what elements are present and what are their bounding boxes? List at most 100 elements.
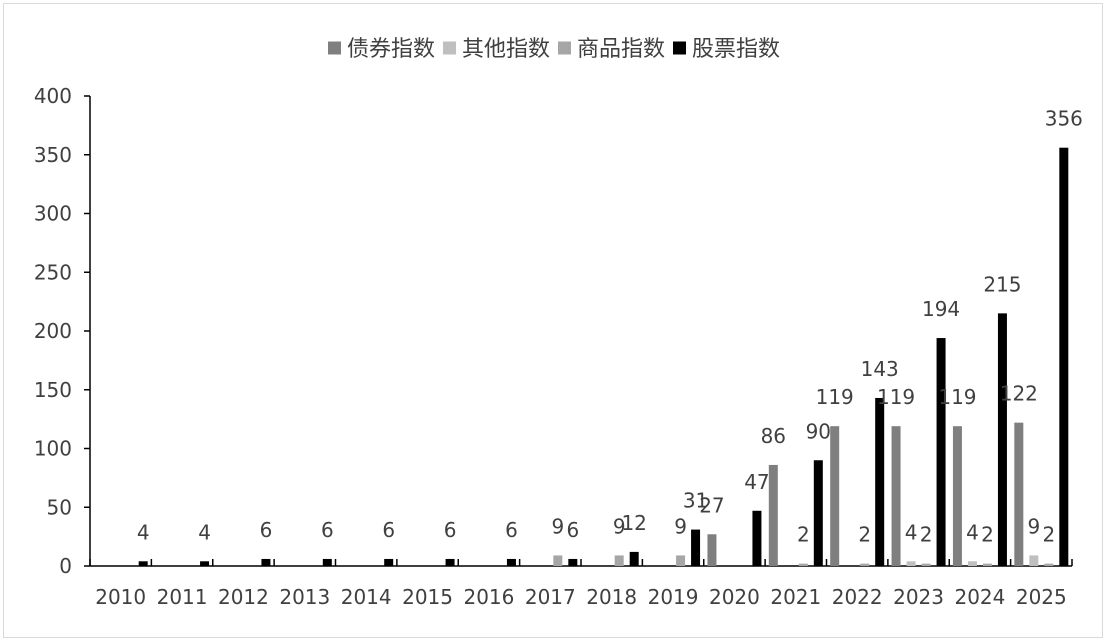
legend-4-label: 股票指数 <box>692 37 780 62</box>
y-tick-label: 150 <box>34 378 72 402</box>
data-label-s1-2024: 119 <box>938 385 976 409</box>
x-tick-label: 2025 <box>1016 585 1067 609</box>
x-tick-label: 2018 <box>586 585 637 609</box>
bar-s3-2017 <box>553 555 563 566</box>
data-label-s3-2019: 9 <box>674 514 687 538</box>
x-tick-label: 2022 <box>832 585 883 609</box>
bar-s4-2013 <box>322 558 332 566</box>
bar-s1-2020 <box>707 534 717 566</box>
data-label-s3-2022: 2 <box>858 523 871 547</box>
bar-s3-2023 <box>921 563 931 566</box>
data-label-s2-2025: 9 <box>1027 514 1040 538</box>
data-label-s4-2017: 6 <box>566 518 579 542</box>
bar-s1-2024 <box>952 426 962 566</box>
bar-s3-2022 <box>860 563 870 566</box>
y-tick-label: 0 <box>59 554 72 578</box>
bar-s4-2014 <box>384 558 394 566</box>
bar-s3-2021 <box>798 563 808 566</box>
chart-frame <box>3 3 1103 638</box>
bar-s4-2011 <box>200 561 210 566</box>
data-label-s4-2018: 12 <box>621 511 646 535</box>
y-axis: 0 50 100 150 200 250 300 350 400 <box>34 84 91 578</box>
data-label-s4-2020: 47 <box>744 470 769 494</box>
data-label-s3-2023: 2 <box>920 523 933 547</box>
bar-s3-2019 <box>676 555 686 566</box>
x-tick-label: 2016 <box>463 585 514 609</box>
data-label-s4-2015: 6 <box>444 518 457 542</box>
data-label-s4-2024: 215 <box>983 272 1021 296</box>
x-tick-label: 2023 <box>893 585 944 609</box>
data-label-s4-2010: 4 <box>137 520 150 544</box>
bar-s4-2023 <box>936 338 946 566</box>
bar-s4-2017 <box>568 558 578 566</box>
data-label-s4-2021: 90 <box>806 419 831 443</box>
bar-s4-2025 <box>1059 147 1069 566</box>
y-tick-label: 50 <box>47 495 72 519</box>
data-label-s1-2023: 119 <box>877 385 915 409</box>
bar-s4-2020 <box>752 510 762 566</box>
bar-s1-2022 <box>830 426 840 566</box>
legend-3-swatch <box>558 41 571 55</box>
legend-3-label: 商品指数 <box>577 37 665 62</box>
bar-s2-2025 <box>1029 555 1039 566</box>
bar-s4-2022 <box>875 397 885 566</box>
legend-2-label: 其他指数 <box>462 37 550 62</box>
x-tick-label: 2011 <box>157 585 208 609</box>
legend: 债券指数 其他指数 商品指数 股票指数 <box>328 37 780 62</box>
data-label-s1-2020: 27 <box>699 493 724 517</box>
bar-s2-2023 <box>906 561 916 566</box>
data-label-s4-2023: 194 <box>922 297 960 321</box>
y-tick-label: 200 <box>34 319 72 343</box>
x-tick-label: 2012 <box>218 585 269 609</box>
y-tick-label: 250 <box>34 260 72 284</box>
x-tick-label: 2020 <box>709 585 760 609</box>
bar-s1-2023 <box>891 426 901 566</box>
bar-s4-2019 <box>691 529 701 566</box>
data-label-s4-2019: 31 <box>683 489 708 513</box>
x-tick-label: 2017 <box>525 585 576 609</box>
data-label-s2-2023: 4 <box>905 520 918 544</box>
x-tick-label: 2024 <box>954 585 1005 609</box>
data-label-s4-2025: 356 <box>1045 107 1083 131</box>
x-tick-label: 2014 <box>341 585 392 609</box>
x-tick-label: 2015 <box>402 585 453 609</box>
data-label-s1-2021: 86 <box>761 424 786 448</box>
y-tick-label: 300 <box>34 202 72 226</box>
bars <box>138 147 1069 566</box>
x-tick-label: 2021 <box>770 585 821 609</box>
data-label-s1-2025: 122 <box>1000 382 1038 406</box>
data-label-s4-2011: 4 <box>198 520 211 544</box>
legend-2-swatch <box>443 41 456 55</box>
bar-s3-2018 <box>614 555 624 566</box>
bar-s4-2010 <box>138 561 148 566</box>
bar-s1-2025 <box>1014 422 1024 566</box>
data-label-s3-2024: 2 <box>981 523 994 547</box>
bar-s2-2024 <box>967 561 977 566</box>
x-axis: 2010 2011 2012 2013 2014 2015 2016 2017 2018 2019… <box>89 559 1073 609</box>
data-label-s4-2022: 143 <box>861 357 899 381</box>
bar-s4-2018 <box>629 551 639 566</box>
data-label-s3-2018: 9 <box>613 514 626 538</box>
data-label-s4-2016: 6 <box>505 518 518 542</box>
legend-4-swatch <box>673 41 686 55</box>
bar-s3-2025 <box>1044 563 1054 566</box>
data-label-s4-2013: 6 <box>321 518 334 542</box>
y-tick-label: 100 <box>34 437 72 461</box>
bar-s4-2015 <box>445 558 455 566</box>
bar-s4-2021 <box>813 460 823 566</box>
bar-s4-2012 <box>261 558 271 566</box>
bar-s4-2024 <box>997 313 1007 566</box>
data-label-s3-2025: 2 <box>1042 523 1055 547</box>
y-tick-label: 350 <box>34 143 72 167</box>
bar-s3-2024 <box>982 563 992 566</box>
x-tick-label: 2010 <box>95 585 146 609</box>
x-tick-label: 2013 <box>279 585 330 609</box>
legend-1-swatch <box>328 41 341 55</box>
data-label-s1-2022: 119 <box>816 385 854 409</box>
y-tick-label: 400 <box>34 84 72 108</box>
x-tick-label: 2019 <box>648 585 699 609</box>
data-label-s2-2024: 4 <box>966 520 979 544</box>
data-label-s4-2014: 6 <box>382 518 395 542</box>
